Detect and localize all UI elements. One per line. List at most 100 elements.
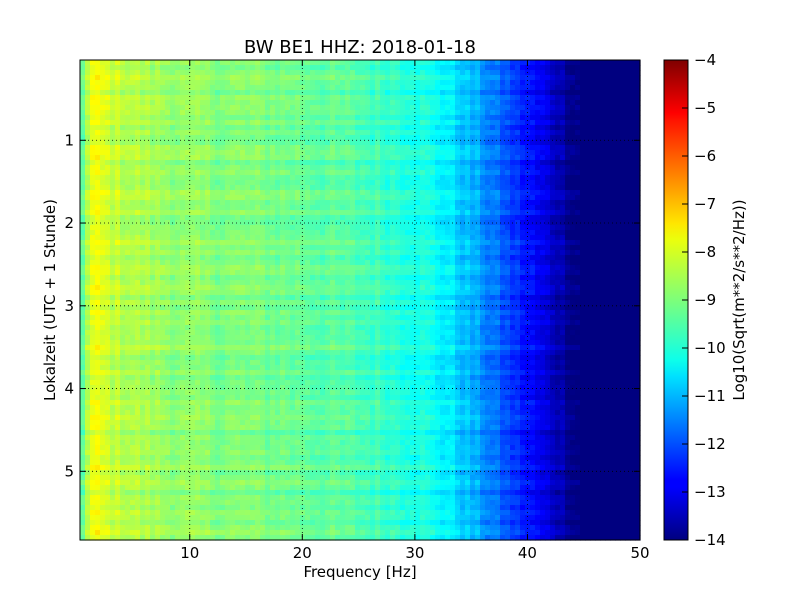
spectrogram-cell <box>510 135 516 141</box>
spectrogram-cell <box>255 110 261 116</box>
spectrogram-cell <box>330 255 336 261</box>
spectrogram-cell <box>170 140 176 146</box>
spectrogram-cell <box>540 260 546 266</box>
spectrogram-cell <box>100 220 106 226</box>
spectrogram-cell <box>200 190 206 196</box>
spectrogram-cell <box>300 220 306 226</box>
spectrogram-cell <box>235 190 241 196</box>
spectrogram-cell <box>605 75 611 81</box>
spectrogram-cell <box>305 210 311 216</box>
spectrogram-cell <box>540 245 546 251</box>
spectrogram-cell <box>455 160 461 166</box>
spectrogram-cell <box>260 90 266 96</box>
spectrogram-cell <box>195 60 201 66</box>
spectrogram-cell <box>545 90 551 96</box>
spectrogram-cell <box>600 195 606 201</box>
spectrogram-cell <box>575 100 581 106</box>
spectrogram-cell <box>255 85 261 91</box>
spectrogram-cell <box>250 160 256 166</box>
spectrogram-cell <box>150 70 156 76</box>
spectrogram-cell <box>465 105 471 111</box>
spectrogram-cell <box>360 140 366 146</box>
spectrogram-cell <box>485 175 491 181</box>
spectrogram-cell <box>555 85 561 91</box>
spectrogram-cell <box>210 85 216 91</box>
spectrogram-cell <box>610 185 616 191</box>
spectrogram-cell <box>500 200 506 206</box>
spectrogram-cell <box>90 75 96 81</box>
spectrogram-cell <box>115 190 121 196</box>
spectrogram-cell <box>190 70 196 76</box>
spectrogram-cell <box>105 70 111 76</box>
spectrogram-cell <box>285 185 291 191</box>
spectrogram-cell <box>510 275 516 281</box>
spectrogram-cell <box>345 85 351 91</box>
spectrogram-cell <box>335 155 341 161</box>
spectrogram-cell <box>95 70 101 76</box>
spectrogram-cell <box>155 255 161 261</box>
spectrogram-cell <box>455 150 461 156</box>
spectrogram-cell <box>330 165 336 171</box>
spectrogram-cell <box>200 70 206 76</box>
spectrogram-cell <box>540 170 546 176</box>
spectrogram-cell <box>175 80 181 86</box>
spectrogram-cell <box>220 265 226 271</box>
spectrogram-cell <box>285 160 291 166</box>
spectrogram-cell <box>595 120 601 126</box>
spectrogram-cell <box>320 100 326 106</box>
spectrogram-cell <box>395 125 401 131</box>
spectrogram-cell <box>620 200 626 206</box>
spectrogram-cell <box>115 75 121 81</box>
spectrogram-cell <box>215 250 221 256</box>
spectrogram-cell <box>110 265 116 271</box>
spectrogram-cell <box>290 165 296 171</box>
spectrogram-cell <box>265 120 271 126</box>
spectrogram-cell <box>550 230 556 236</box>
spectrogram-cell <box>325 160 331 166</box>
spectrogram-cell <box>370 195 376 201</box>
spectrogram-cell <box>340 195 346 201</box>
spectrogram-cell <box>155 275 161 281</box>
spectrogram-cell <box>240 190 246 196</box>
spectrogram-cell <box>130 75 136 81</box>
spectrogram-cell <box>450 210 456 216</box>
spectrogram-cell <box>240 195 246 201</box>
spectrogram-cell <box>305 250 311 256</box>
spectrogram-cell <box>255 160 261 166</box>
spectrogram-cell <box>90 275 96 281</box>
spectrogram-cell <box>450 180 456 186</box>
spectrogram-cell <box>290 205 296 211</box>
spectrogram-cell <box>570 160 576 166</box>
spectrogram-cell <box>380 115 386 121</box>
spectrogram-cell <box>410 115 416 121</box>
spectrogram-cell <box>415 60 421 66</box>
spectrogram-cell <box>550 260 556 266</box>
spectrogram-cell <box>385 185 391 191</box>
spectrogram-cell <box>460 100 466 106</box>
spectrogram-cell <box>590 270 596 276</box>
spectrogram-cell <box>595 275 601 281</box>
spectrogram-cell <box>185 145 191 151</box>
spectrogram-cell <box>495 200 501 206</box>
spectrogram-cell <box>380 165 386 171</box>
spectrogram-cell <box>450 240 456 246</box>
spectrogram-cell <box>215 275 221 281</box>
spectrogram-cell <box>375 275 381 281</box>
spectrogram-cell <box>435 90 441 96</box>
spectrogram-cell <box>505 265 511 271</box>
spectrogram-cell <box>285 165 291 171</box>
spectrogram-cell <box>570 250 576 256</box>
spectrogram-cell <box>360 155 366 161</box>
spectrogram-cell <box>525 255 531 261</box>
spectrogram-cell <box>410 125 416 131</box>
spectrogram-cell <box>450 60 456 66</box>
spectrogram-cell <box>115 195 121 201</box>
spectrogram-cell <box>460 130 466 136</box>
spectrogram-cell <box>410 215 416 221</box>
spectrogram-cell <box>360 260 366 266</box>
spectrogram-cell <box>210 165 216 171</box>
spectrogram-cell <box>215 60 221 66</box>
spectrogram-cell <box>295 180 301 186</box>
spectrogram-cell <box>160 240 166 246</box>
spectrogram-cell <box>210 130 216 136</box>
